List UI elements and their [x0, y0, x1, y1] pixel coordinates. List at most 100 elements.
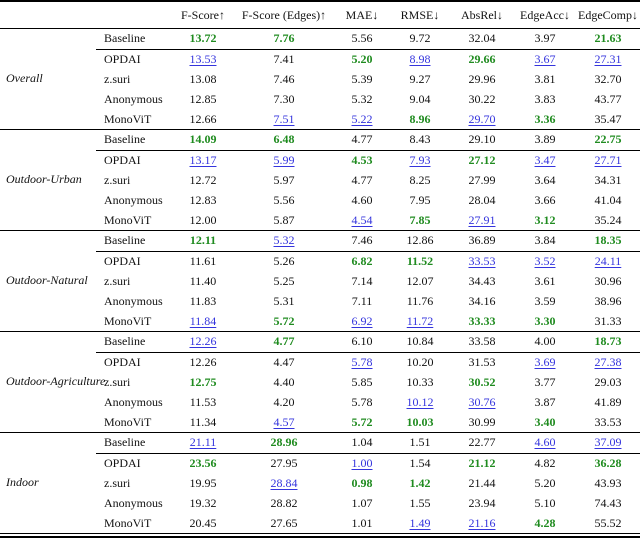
method-label: Anonymous [104, 293, 163, 308]
method-label: OPDAI [104, 254, 141, 269]
best-value: 22.75 [594, 132, 622, 147]
best-value: 21.12 [468, 456, 496, 471]
metric-cell: 3.12 [514, 210, 576, 230]
second-best-value: 8.98 [409, 52, 431, 67]
column-header-2: MAE↓ [334, 1, 390, 29]
metric-cell: 5.26 [273, 254, 295, 269]
second-best-value: 4.60 [534, 435, 556, 450]
second-best-value: 27.91 [468, 212, 496, 227]
method-label: MonoViT [104, 313, 152, 328]
metric-cell: 12.72 [189, 172, 217, 187]
method-label: Anonymous [104, 495, 163, 510]
metric-cell: 1.07 [351, 495, 373, 510]
metric-cell: 36.28 [576, 453, 640, 473]
metric-cell: 12.85 [189, 91, 217, 106]
second-best-value: 11.72 [406, 313, 434, 328]
table-header: F-Score↑ F-Score (Edges)↑ MAE↓ RMSE↓ AbsRel↓… [0, 1, 640, 29]
metric-cell: 1.01 [351, 515, 373, 530]
metric-cell: 5.32 [351, 91, 373, 106]
metric-cell: 27.65 [270, 515, 298, 530]
group-outdoor-natural: Outdoor-Natural Baseline 12.11 5.32 7.46 12.8… [0, 230, 640, 331]
column-header-6: EdgeComp↓ [576, 1, 640, 29]
metric-cell: 7.85 [390, 210, 450, 230]
metric-cell: 9.04 [409, 91, 431, 106]
second-best-value: 12.26 [189, 334, 217, 349]
metric-cell: 31.33 [594, 313, 622, 328]
best-value: 7.85 [409, 212, 431, 227]
metric-cell: 1.55 [409, 495, 431, 510]
metric-cell: 21.12 [450, 453, 514, 473]
metric-cell: 33.53 [450, 251, 514, 271]
metric-cell: 5.78 [334, 352, 390, 372]
metric-cell: 29.66 [450, 49, 514, 69]
metric-cell: 5.99 [234, 150, 334, 170]
metric-cell: 1.00 [334, 453, 390, 473]
best-value: 18.73 [594, 334, 622, 349]
metric-cell: 8.98 [390, 49, 450, 69]
second-best-value: 4.57 [273, 414, 295, 429]
metric-cell: 4.77 [334, 129, 390, 151]
best-value: 4.53 [351, 153, 373, 168]
second-best-value: 37.09 [594, 435, 622, 450]
table-row: MonoViT 12.00 5.87 4.54 7.85 27.91 3.12 35.24 [0, 210, 640, 230]
metric-cell: 5.39 [351, 71, 373, 86]
metric-cell: 5.56 [334, 28, 390, 50]
method-label: OPDAI [104, 456, 141, 471]
metric-cell: 4.28 [514, 513, 576, 533]
second-best-value: 7.51 [273, 111, 295, 126]
second-best-value: 5.22 [351, 111, 373, 126]
metric-cell: 12.75 [172, 373, 234, 393]
metric-cell: 10.12 [390, 392, 450, 412]
metric-cell: 23.94 [468, 495, 496, 510]
best-value: 3.12 [534, 212, 556, 227]
best-value: 18.35 [594, 233, 622, 248]
metric-cell: 23.56 [172, 453, 234, 473]
metric-cell: 4.77 [351, 172, 373, 187]
metric-cell: 10.84 [390, 331, 450, 353]
metric-cell: 0.98 [334, 474, 390, 494]
metric-cell: 14.09 [172, 129, 234, 151]
metric-cell: 6.48 [234, 129, 334, 151]
metric-cell: 27.71 [576, 150, 640, 170]
metric-cell: 27.31 [576, 49, 640, 69]
metric-cell: 31.53 [468, 355, 496, 370]
metric-cell: 4.47 [273, 355, 295, 370]
second-best-value: 30.76 [468, 394, 496, 409]
best-value: 27.12 [468, 153, 496, 168]
metric-cell: 8.96 [390, 109, 450, 129]
method-label: z.suri [104, 273, 131, 288]
method-label: Baseline [96, 28, 172, 50]
group-indoor: Indoor Baseline 21.11 28.96 1.04 1.51 22.77 4.6… [0, 432, 640, 533]
metric-cell: 35.47 [594, 111, 622, 126]
metric-cell: 28.96 [234, 432, 334, 454]
method-label: Anonymous [104, 394, 163, 409]
group-outdoor-agriculture: Outdoor-Agriculture Baseline 12.26 4.77 6.10… [0, 331, 640, 432]
metric-cell: 43.93 [594, 475, 622, 490]
metric-cell: 11.34 [189, 414, 217, 429]
table-row: Anonymous 19.32 28.82 1.07 1.55 23.94 5.10 74.4… [0, 493, 640, 513]
second-best-value: 5.99 [273, 153, 295, 168]
table-row: Anonymous 12.83 5.56 4.60 7.95 28.04 3.66 41.04 [0, 190, 640, 210]
table-row: z.suri 19.95 28.84 0.98 1.42 21.44 5.20 43.93 [0, 474, 640, 494]
metric-cell: 43.77 [594, 91, 622, 106]
method-label: z.suri [104, 71, 131, 86]
metric-cell: 7.11 [351, 293, 373, 308]
metric-cell: 7.76 [234, 28, 334, 50]
best-value: 5.20 [351, 52, 373, 67]
metric-cell: 36.89 [450, 230, 514, 252]
best-value: 6.48 [273, 132, 295, 147]
second-best-value: 5.32 [273, 233, 295, 248]
table-row: MonoViT 12.66 7.51 5.22 8.96 29.70 3.36 35.47 [0, 109, 640, 129]
metric-cell: 12.83 [189, 192, 217, 207]
best-value: 28.96 [270, 435, 298, 450]
best-value: 6.82 [351, 254, 373, 269]
metric-cell: 18.73 [576, 331, 640, 353]
metric-cell: 10.20 [406, 355, 434, 370]
method-label: Baseline [96, 432, 172, 454]
metric-cell: 38.96 [594, 293, 622, 308]
metric-cell: 3.67 [514, 49, 576, 69]
metric-cell: 29.10 [450, 129, 514, 151]
column-header-0: F-Score↑ [172, 1, 234, 29]
method-label: OPDAI [104, 355, 141, 370]
